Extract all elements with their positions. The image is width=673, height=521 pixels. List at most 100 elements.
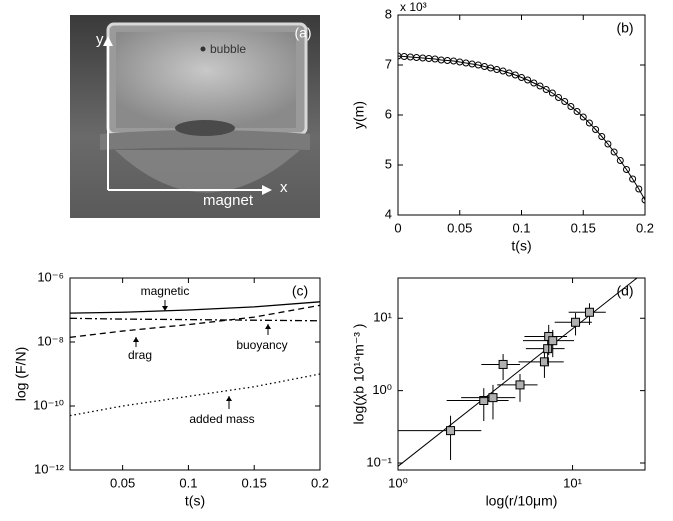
point xyxy=(561,98,569,105)
axis-letter: y xyxy=(96,31,104,48)
panel-label: (d) xyxy=(616,283,633,299)
point xyxy=(498,359,508,369)
point xyxy=(474,61,482,69)
magnet-label: magnet xyxy=(203,192,254,209)
series-label: magnetic xyxy=(141,284,190,298)
y-tick-label: 10⁻¹ xyxy=(366,454,392,469)
panel-label: (a) xyxy=(294,25,311,41)
y-tick-label: 10¹ xyxy=(373,310,392,325)
point xyxy=(542,86,550,93)
arrow-head xyxy=(133,337,139,342)
point xyxy=(524,76,532,84)
y-axis-label: log(χb 10¹⁴m⁻³ ) xyxy=(351,324,367,425)
axis-multiplier: x 10³ xyxy=(400,0,427,14)
y-axis-label: y(m) xyxy=(351,101,367,129)
photo: y bubble (a) magnet x xyxy=(70,15,320,218)
plot-area xyxy=(398,52,645,204)
arrow-head xyxy=(265,324,271,329)
point xyxy=(543,344,553,354)
point xyxy=(539,357,549,367)
point xyxy=(518,74,525,81)
x-tick-label: 0.1 xyxy=(512,220,530,235)
arrow-head xyxy=(162,306,168,311)
point xyxy=(487,64,495,72)
point xyxy=(604,140,612,148)
point xyxy=(635,185,643,193)
x-axis-label: t(s) xyxy=(185,493,205,509)
point xyxy=(446,426,456,436)
y-tick-label: 10⁻¹² xyxy=(34,461,65,476)
x-tick-label: 0.2 xyxy=(311,475,329,490)
point xyxy=(530,79,538,87)
point xyxy=(610,148,618,156)
series-label: added mass xyxy=(189,412,254,426)
x-tick-label: 0.1 xyxy=(179,475,197,490)
point xyxy=(511,71,519,79)
force-line xyxy=(70,304,320,338)
force-line xyxy=(70,301,320,314)
y-tick-label: 10⁻⁸ xyxy=(37,333,64,348)
point xyxy=(505,69,513,77)
plot-area xyxy=(70,301,320,417)
y-tick-label: 5 xyxy=(385,156,392,171)
panel: 0.05 0.1 0.15 0.2 10⁻⁶ 10⁻⁸ 10⁻¹⁰ 10⁻¹² (c) t(s) l… xyxy=(13,269,329,508)
panel: 0 0.05 0.1 0.15 0.2 4 5 6 7 8 (b) t(s) y(m) x 10³ xyxy=(351,0,654,254)
point xyxy=(480,63,488,70)
x-axis-label: t(s) xyxy=(511,238,531,254)
x-tick-label: 0.05 xyxy=(110,475,135,490)
panel: 10⁰ 10¹ 10⁻¹ 10⁰ 10¹ (d) log(r/10μm) log(χb 10¹… xyxy=(351,277,646,509)
y-tick-label: 10⁰ xyxy=(372,382,392,397)
y-tick-label: 10⁻⁶ xyxy=(37,269,64,284)
point xyxy=(579,113,587,121)
x-tick-label: 10¹ xyxy=(563,475,582,490)
point xyxy=(479,396,489,406)
x-tick-label: 0.15 xyxy=(242,475,267,490)
point xyxy=(488,393,498,403)
point xyxy=(598,133,606,140)
point xyxy=(641,196,645,204)
point xyxy=(555,94,563,101)
x-axis-label: log(r/10μm) xyxy=(486,493,558,509)
y-tick-label: 4 xyxy=(385,206,392,221)
plot-area xyxy=(398,278,638,467)
arrow-head xyxy=(226,396,232,401)
point xyxy=(584,307,594,317)
series-label: buoyancy xyxy=(236,338,287,352)
curve xyxy=(398,55,645,201)
x-tick-label: 0 xyxy=(394,220,401,235)
panel-label: (c) xyxy=(292,283,308,299)
point xyxy=(585,119,593,127)
x-tick-label: 10⁰ xyxy=(388,475,408,490)
series-label: drag xyxy=(128,348,152,362)
fit-line xyxy=(398,278,638,467)
force-line xyxy=(70,373,320,417)
x-tick-label: 0.15 xyxy=(571,220,596,235)
axes-frame xyxy=(397,14,646,216)
point xyxy=(548,89,556,97)
point xyxy=(536,82,544,90)
point xyxy=(493,66,501,73)
point xyxy=(499,67,507,75)
axis-letter: x xyxy=(280,179,288,196)
point xyxy=(573,108,581,115)
point xyxy=(548,336,558,346)
y-tick-label: 8 xyxy=(385,6,392,21)
force-line xyxy=(70,317,320,322)
y-axis-label: log (F/N) xyxy=(13,347,29,401)
point xyxy=(616,157,624,164)
point xyxy=(515,380,525,390)
y-tick-label: 6 xyxy=(385,106,392,121)
y-tick-label: 7 xyxy=(385,56,392,71)
panel-label: (b) xyxy=(616,20,633,36)
x-tick-label: 0.2 xyxy=(636,220,654,235)
bubble-label: bubble xyxy=(210,42,246,56)
x-tick-label: 0.05 xyxy=(447,220,472,235)
axes-frame xyxy=(69,277,321,471)
point xyxy=(567,103,575,110)
point xyxy=(622,166,630,173)
point xyxy=(629,175,637,183)
axes-frame xyxy=(397,277,646,471)
point xyxy=(592,126,600,133)
point xyxy=(571,317,581,327)
